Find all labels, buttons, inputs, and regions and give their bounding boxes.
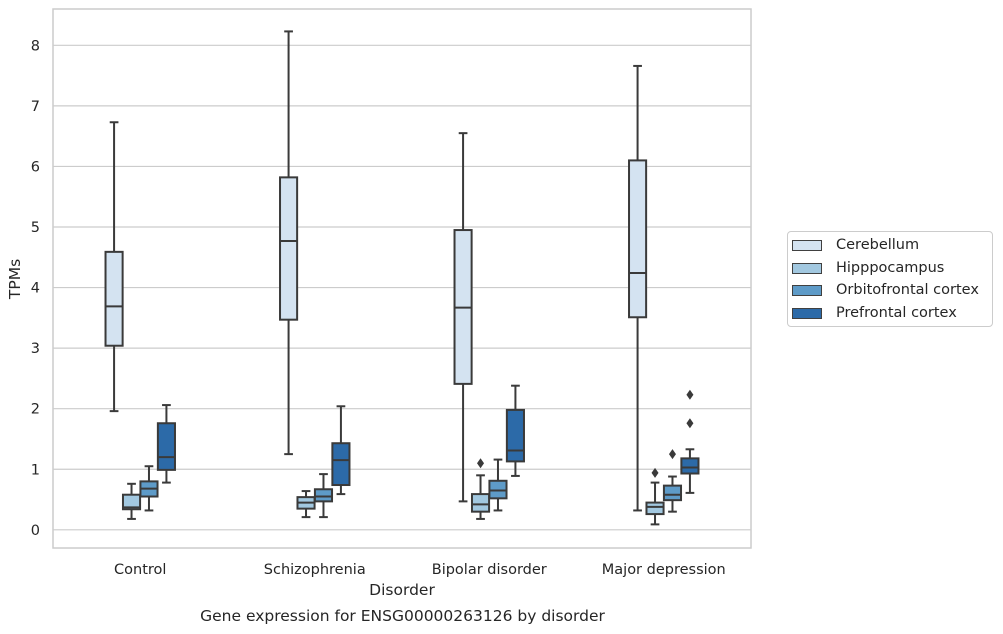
outlier-point bbox=[668, 449, 676, 460]
x-tick-label: Bipolar disorder bbox=[432, 562, 547, 578]
box-iqr bbox=[662, 484, 683, 502]
box-cerebellum bbox=[279, 30, 299, 456]
y-tick-label: 1 bbox=[31, 462, 40, 478]
box-orbitofrontal-cortex bbox=[488, 458, 508, 512]
y-tick-label: 8 bbox=[31, 38, 40, 54]
y-tick-label: 5 bbox=[31, 220, 40, 236]
y-tick-label: 7 bbox=[31, 99, 40, 115]
box-cerebellum bbox=[453, 132, 473, 503]
plot-frame bbox=[52, 8, 752, 549]
box-orbitofrontal-cortex bbox=[662, 449, 683, 513]
box-prefrontal-cortex bbox=[680, 389, 700, 494]
box-orbitofrontal-cortex bbox=[313, 473, 334, 519]
legend-swatch-hippocampus bbox=[792, 262, 822, 274]
legend-item-cerebellum: Cerebellum bbox=[792, 235, 919, 255]
box-hipppocampus bbox=[645, 467, 665, 526]
y-tick-label: 0 bbox=[31, 523, 40, 539]
boxes bbox=[104, 30, 700, 526]
legend-item-hippocampus: Hipppocampus bbox=[792, 258, 944, 278]
box-hipppocampus bbox=[121, 482, 142, 520]
x-axis-ticks: Control Schizophrenia Bipolar disorder Majo… bbox=[114, 562, 726, 578]
y-tick-label: 6 bbox=[31, 159, 40, 175]
box-iqr bbox=[331, 442, 351, 487]
x-tick-label: Major depression bbox=[602, 562, 726, 578]
legend-label: Hipppocampus bbox=[836, 260, 945, 276]
legend-item-prefrontal: Prefrontal cortex bbox=[792, 303, 957, 323]
box-cerebellum bbox=[104, 121, 124, 413]
y-axis-ticks: 0 1 2 3 4 5 6 7 8 bbox=[31, 38, 40, 538]
box-iqr bbox=[279, 176, 299, 321]
chart-caption: Gene expression for ENSG00000263126 by d… bbox=[200, 607, 605, 625]
box-iqr bbox=[680, 457, 700, 475]
box-prefrontal-cortex bbox=[505, 384, 525, 477]
box-iqr bbox=[505, 408, 525, 463]
box-prefrontal-cortex bbox=[156, 404, 176, 484]
legend-swatch-prefrontal bbox=[792, 307, 822, 319]
box-iqr bbox=[628, 159, 648, 319]
box-iqr bbox=[156, 422, 176, 471]
box-orbitofrontal-cortex bbox=[139, 465, 159, 512]
box-hipppocampus bbox=[470, 458, 491, 520]
outlier-point bbox=[686, 418, 694, 429]
box-iqr bbox=[121, 493, 142, 511]
box-iqr bbox=[104, 250, 124, 347]
outlier-point bbox=[686, 389, 694, 400]
outlier-point bbox=[477, 458, 485, 469]
x-axis-label: Disorder bbox=[369, 581, 435, 599]
outlier-point bbox=[651, 467, 659, 478]
box-cerebellum bbox=[628, 64, 648, 512]
legend: Cerebellum Hipppocampus Orbitofrontal co… bbox=[787, 231, 993, 327]
box-prefrontal-cortex bbox=[331, 405, 351, 496]
legend-label: Prefrontal cortex bbox=[836, 305, 957, 321]
y-tick-label: 2 bbox=[31, 402, 40, 418]
legend-label: Cerebellum bbox=[836, 237, 920, 253]
legend-swatch-orbitofrontal bbox=[792, 284, 822, 296]
box-iqr bbox=[470, 493, 491, 513]
x-tick-label: Schizophrenia bbox=[264, 562, 366, 578]
legend-item-orbitofrontal: Orbitofrontal cortex bbox=[792, 280, 979, 300]
y-tick-label: 4 bbox=[31, 281, 40, 297]
box-hipppocampus bbox=[296, 490, 316, 519]
box-iqr bbox=[645, 501, 665, 516]
box-iqr bbox=[313, 488, 334, 503]
y-axis-label: TPMs bbox=[6, 259, 24, 300]
legend-swatch-cerebellum bbox=[792, 239, 822, 251]
legend-label: Orbitofrontal cortex bbox=[836, 282, 979, 298]
y-tick-label: 3 bbox=[31, 341, 40, 357]
x-tick-label: Control bbox=[114, 562, 166, 578]
